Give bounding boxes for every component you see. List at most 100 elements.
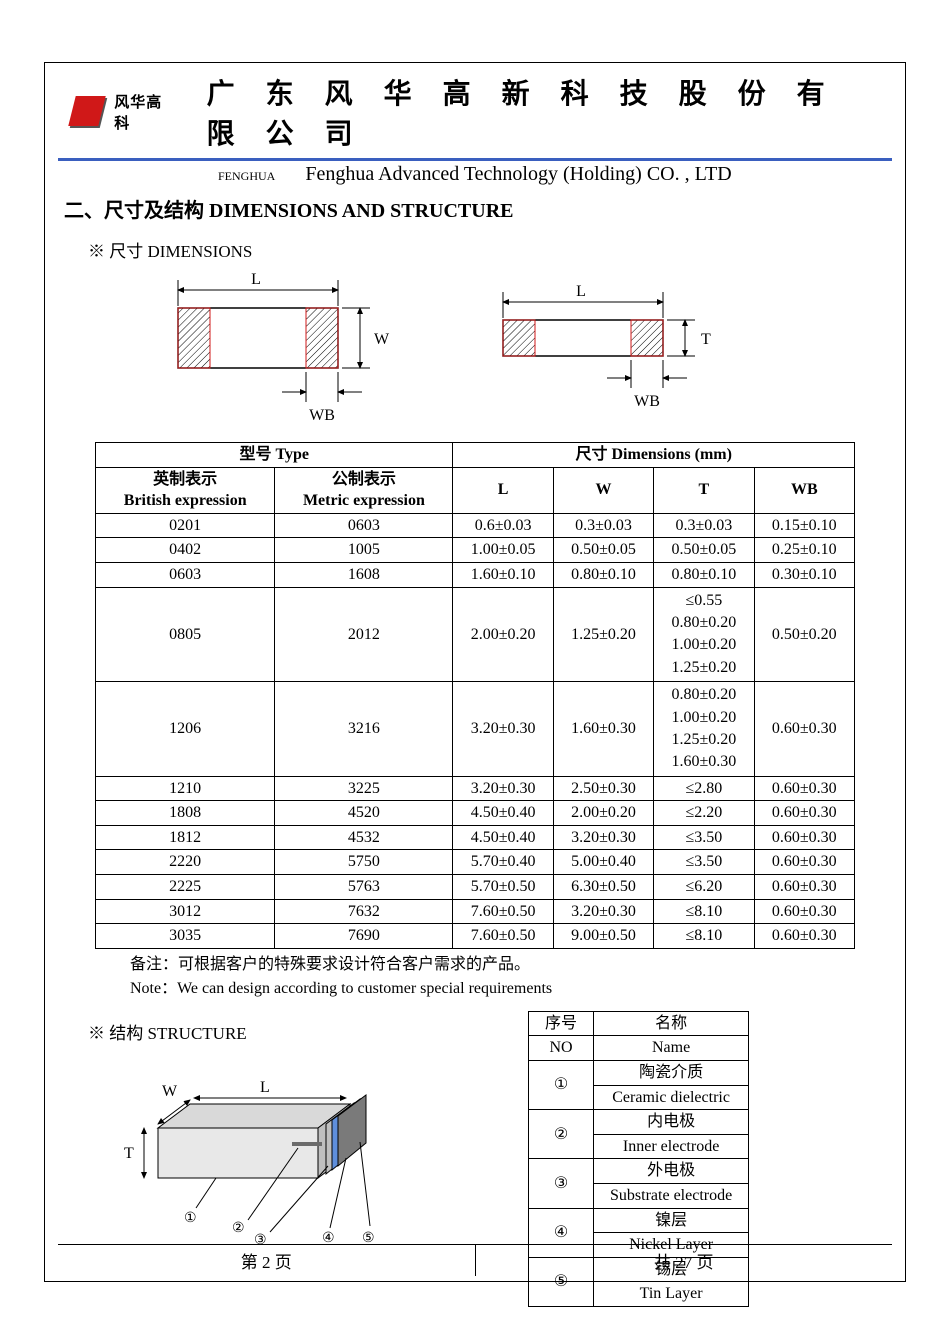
table-cell: 0.60±0.30 bbox=[754, 801, 854, 826]
table-row: 040210051.00±0.050.50±0.050.50±0.050.25±… bbox=[96, 538, 855, 563]
label-L2: L bbox=[576, 283, 586, 300]
table-row: ③外电极 bbox=[529, 1159, 749, 1184]
struct-no: ③ bbox=[529, 1159, 594, 1208]
table-cell: 5.70±0.50 bbox=[453, 875, 553, 900]
th-british: 英制表示 British expression bbox=[96, 467, 275, 513]
table-cell: 1808 bbox=[96, 801, 275, 826]
brand-title-cn: 广 东 风 华 高 新 科 技 股 份 有 限 公 司 bbox=[207, 72, 892, 152]
table-cell: 9.00±0.50 bbox=[553, 924, 653, 949]
table-row: ①陶瓷介质 bbox=[529, 1061, 749, 1086]
sd-n1: ① bbox=[184, 1211, 197, 1226]
notes: 备注：可根据客户的特殊要求设计符合客户需求的产品。 Note：We can de… bbox=[130, 953, 892, 1001]
table-row: 181245324.50±0.403.20±0.30≤3.500.60±0.30 bbox=[96, 825, 855, 850]
st-no-cn: 序号 bbox=[529, 1011, 594, 1036]
table-cell: 0805 bbox=[96, 587, 275, 682]
table-cell: 1005 bbox=[275, 538, 453, 563]
diagram-top-view: L W WB bbox=[138, 268, 398, 428]
sd-T: T bbox=[124, 1145, 134, 1162]
table-cell: 0402 bbox=[96, 538, 275, 563]
table-cell: ≤6.20 bbox=[654, 875, 754, 900]
table-cell: ≤8.10 bbox=[654, 924, 754, 949]
table-cell: 4520 bbox=[275, 801, 453, 826]
table-cell: 0.60±0.30 bbox=[754, 899, 854, 924]
table-row: 080520122.00±0.201.25±0.20≤0.550.80±0.20… bbox=[96, 587, 855, 682]
table-cell: 0.25±0.10 bbox=[754, 538, 854, 563]
table-cell: 2220 bbox=[96, 850, 275, 875]
struct-name-en: Ceramic dielectric bbox=[594, 1085, 749, 1110]
table-row: ②内电极 bbox=[529, 1110, 749, 1135]
table-cell: 2.00±0.20 bbox=[553, 801, 653, 826]
struct-name-cn: 内电极 bbox=[594, 1110, 749, 1135]
section-title: 二、尺寸及结构 DIMENSIONS AND STRUCTURE bbox=[58, 194, 892, 223]
table-row: 222557635.70±0.506.30±0.50≤6.200.60±0.30 bbox=[96, 875, 855, 900]
struct-name-en: Inner electrode bbox=[594, 1134, 749, 1159]
header: 风华高科 广 东 风 华 高 新 科 技 股 份 有 限 公 司 bbox=[58, 72, 892, 152]
table-row: 222057505.70±0.405.00±0.40≤3.500.60±0.30 bbox=[96, 850, 855, 875]
th-L: L bbox=[453, 467, 553, 513]
table-cell: 5763 bbox=[275, 875, 453, 900]
label-WB2: WB bbox=[634, 393, 660, 410]
table-cell: ≤0.550.80±0.201.00±0.201.25±0.20 bbox=[654, 587, 754, 682]
table-cell: ≤2.20 bbox=[654, 801, 754, 826]
table-cell: 5.00±0.40 bbox=[553, 850, 653, 875]
table-cell: 3225 bbox=[275, 776, 453, 801]
label-WB: WB bbox=[309, 407, 335, 424]
table-cell: 5.70±0.40 bbox=[453, 850, 553, 875]
table-row: 301276327.60±0.503.20±0.30≤8.100.60±0.30 bbox=[96, 899, 855, 924]
table-cell: 0.60±0.30 bbox=[754, 875, 854, 900]
table-cell: 0.60±0.30 bbox=[754, 776, 854, 801]
label-T: T bbox=[701, 331, 711, 348]
table-cell: 3.20±0.30 bbox=[553, 825, 653, 850]
sd-n2: ② bbox=[232, 1221, 245, 1236]
th-metric: 公制表示 Metric expression bbox=[275, 467, 453, 513]
table-cell: 0.80±0.10 bbox=[654, 562, 754, 587]
th-type: 型号 Type bbox=[96, 443, 453, 468]
header-rule bbox=[58, 158, 892, 161]
table-cell: ≤8.10 bbox=[654, 899, 754, 924]
dimensions-table: 型号 Type 尺寸 Dimensions (mm) 英制表示 British … bbox=[95, 442, 855, 949]
table-cell: ≤3.50 bbox=[654, 850, 754, 875]
table-cell: ≤2.80 bbox=[654, 776, 754, 801]
table-row: 060316081.60±0.100.80±0.100.80±0.100.30±… bbox=[96, 562, 855, 587]
note-en: Note：We can design according to customer… bbox=[130, 977, 892, 1001]
struct-name-cn: 陶瓷介质 bbox=[594, 1061, 749, 1086]
table-cell: 0603 bbox=[96, 562, 275, 587]
structure-diagram: W L T ① ② ③ ④ ⑤ bbox=[98, 1048, 428, 1248]
table-cell: 2.50±0.30 bbox=[553, 776, 653, 801]
table-row: 180845204.50±0.402.00±0.20≤2.200.60±0.30 bbox=[96, 801, 855, 826]
struct-name-en: Substrate electrode bbox=[594, 1184, 749, 1209]
table-cell: 1.00±0.05 bbox=[453, 538, 553, 563]
struct-subheading: ※ 结构 STRUCTURE bbox=[88, 1019, 488, 1044]
table-cell: 2.00±0.20 bbox=[453, 587, 553, 682]
note-cn: 备注：可根据客户的特殊要求设计符合客户需求的产品。 bbox=[130, 953, 892, 977]
table-cell: 0.80±0.201.00±0.201.25±0.201.60±0.30 bbox=[654, 682, 754, 777]
table-cell: 6.30±0.50 bbox=[553, 875, 653, 900]
th-W: W bbox=[553, 467, 653, 513]
brand-title-en: Fenghua Advanced Technology (Holding) CO… bbox=[305, 163, 731, 186]
table-cell: 0.15±0.10 bbox=[754, 513, 854, 538]
struct-name-cn: 外电极 bbox=[594, 1159, 749, 1184]
fenghua-label: FENGHUA bbox=[218, 169, 275, 184]
table-cell: 1.25±0.20 bbox=[553, 587, 653, 682]
table-row: 121032253.20±0.302.50±0.30≤2.800.60±0.30 bbox=[96, 776, 855, 801]
table-cell: 0.50±0.05 bbox=[654, 538, 754, 563]
table-cell: 0.60±0.30 bbox=[754, 850, 854, 875]
table-cell: 0.80±0.10 bbox=[553, 562, 653, 587]
table-cell: 7.60±0.50 bbox=[453, 924, 553, 949]
table-cell: 0.3±0.03 bbox=[553, 513, 653, 538]
page-footer: 第 2 页 共 27 页 bbox=[58, 1244, 892, 1276]
table-cell: 0.50±0.05 bbox=[553, 538, 653, 563]
brand-cn-small: 风华高科 bbox=[114, 91, 168, 133]
struct-name-en: Tin Layer bbox=[594, 1282, 749, 1307]
dimension-diagrams: L W WB L T bbox=[138, 268, 892, 428]
th-WB: WB bbox=[754, 467, 854, 513]
st-name-cn: 名称 bbox=[594, 1011, 749, 1036]
th-T: T bbox=[654, 467, 754, 513]
table-cell: 0201 bbox=[96, 513, 275, 538]
st-name-en: Name bbox=[594, 1036, 749, 1061]
diagram-side-view: L T WB bbox=[463, 268, 733, 428]
table-cell: 0.60±0.30 bbox=[754, 682, 854, 777]
table-cell: 0603 bbox=[275, 513, 453, 538]
footer-total: 共 27 页 bbox=[476, 1245, 893, 1276]
table-cell: ≤3.50 bbox=[654, 825, 754, 850]
